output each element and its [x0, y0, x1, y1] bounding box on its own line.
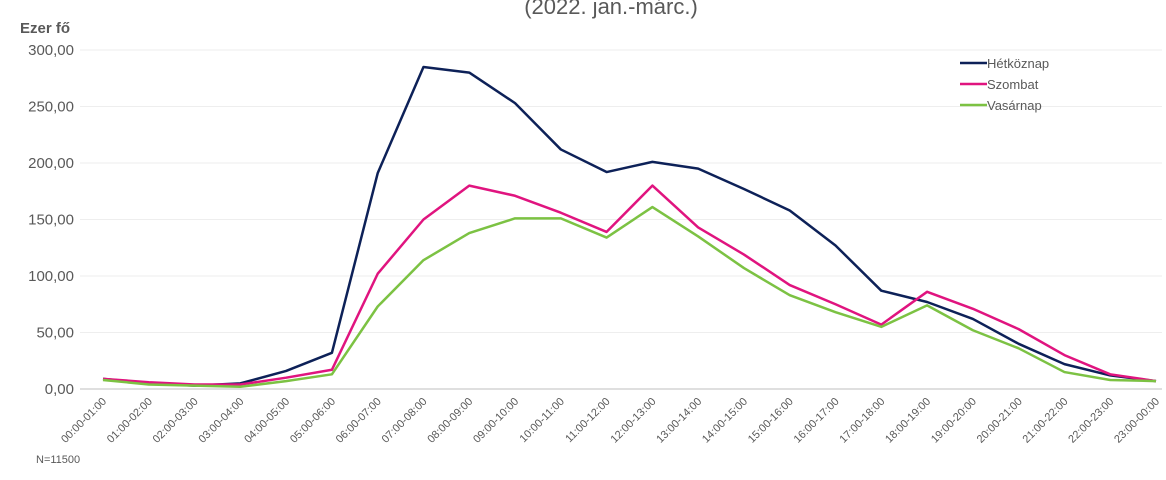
- x-tick-label: 11:00-12:00: [563, 396, 612, 445]
- x-tick-label: 16:00-17:00: [792, 396, 842, 446]
- y-axis-label: Ezer fő: [20, 20, 70, 37]
- x-tick-label: 07:00-08:00: [380, 396, 430, 446]
- legend-label: Hétköznap: [987, 56, 1049, 71]
- y-tick-label: 200,00: [28, 155, 74, 172]
- y-tick-label: 0,00: [45, 381, 74, 398]
- y-tick-label: 300,00: [28, 42, 74, 59]
- x-tick-label: 05:00-06:00: [288, 396, 338, 446]
- legend-label: Szombat: [987, 77, 1039, 92]
- x-tick-label: 04:00-05:00: [242, 396, 292, 446]
- y-tick-label: 250,00: [28, 99, 74, 116]
- line-series: [102, 65, 1157, 387]
- x-tick-label: 10:00-11:00: [518, 396, 567, 445]
- y-tick-label: 50,00: [36, 325, 74, 342]
- x-tick-label: 19:00-20:00: [929, 396, 979, 446]
- x-tick-label: 03:00-04:00: [196, 396, 246, 446]
- y-tick-label: 100,00: [28, 268, 74, 285]
- x-tick-label: 13:00-14:00: [654, 396, 704, 446]
- x-tick-label: 20:00-21:00: [975, 396, 1025, 446]
- x-tick-label: 22:00-23:00: [1066, 396, 1116, 446]
- x-tick-label: 17:00-18:00: [837, 396, 887, 446]
- x-tick-label: 00:00-01:00: [59, 396, 109, 446]
- x-tick-label: 14:00-15:00: [700, 396, 750, 446]
- line-series: [102, 184, 1157, 386]
- line-series: [102, 205, 1157, 388]
- x-tick-label: 01:00-02:00: [105, 396, 155, 446]
- x-tick-label: 08:00-09:00: [425, 396, 475, 446]
- x-tick-label: 06:00-07:00: [334, 396, 384, 446]
- x-tick-label: 09:00-10:00: [471, 396, 521, 446]
- x-tick-label: 15:00-16:00: [746, 396, 796, 446]
- footnote: N=11500: [36, 454, 80, 466]
- x-tick-label: 02:00-03:00: [151, 396, 201, 446]
- x-tick-label: 21:00-22:00: [1021, 396, 1071, 446]
- x-tick-label: 12:00-13:00: [609, 396, 659, 446]
- x-tick-label: 18:00-19:00: [883, 396, 933, 446]
- chart-subtitle: (2022. jan.-márc.): [524, 0, 698, 19]
- legend-label: Vasárnap: [987, 98, 1042, 113]
- x-tick-label: 23:00-00:00: [1112, 396, 1162, 446]
- y-tick-label: 150,00: [28, 212, 74, 229]
